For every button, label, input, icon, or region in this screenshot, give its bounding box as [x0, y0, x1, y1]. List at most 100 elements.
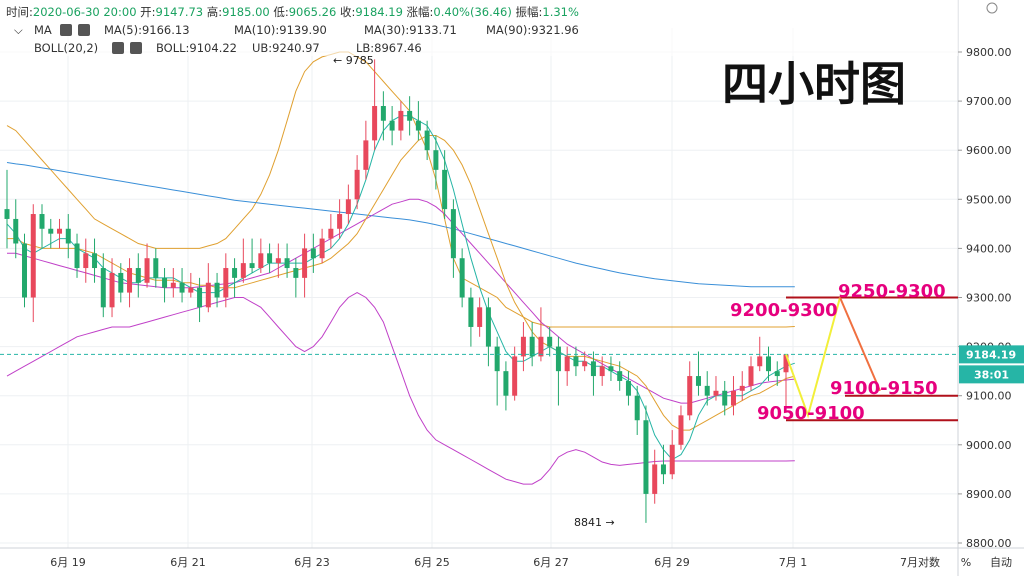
header-bg — [0, 0, 958, 56]
candle-body — [310, 248, 316, 259]
ma-close-icon[interactable] — [78, 24, 90, 36]
candle-body — [424, 130, 430, 151]
ub-line — [6, 51, 795, 328]
ma-indicator-label: MA — [34, 23, 52, 37]
candle-body — [687, 376, 693, 416]
candle-body — [783, 354, 789, 373]
candle-body — [494, 346, 500, 372]
y-tick-label: 9100.00 — [966, 390, 1012, 403]
forecast-path-up — [785, 297, 841, 419]
x-tick-label: 7月 1 — [779, 556, 808, 569]
candle-body — [345, 199, 351, 215]
x-tick-label: 6月 19 — [50, 556, 86, 569]
candle-body — [127, 268, 133, 293]
candle-body — [74, 243, 80, 269]
percent-toggle: % — [961, 556, 971, 569]
candle-body — [188, 287, 194, 293]
x-tick-label: 6月 29 — [654, 556, 690, 569]
boll-close-icon[interactable] — [130, 42, 142, 54]
candle-body — [407, 110, 413, 121]
zone-label-9100-9150: 9100-9150 — [830, 378, 938, 399]
candle-body — [713, 390, 719, 396]
candle-body — [547, 336, 553, 347]
candle-body — [652, 464, 658, 494]
ma-value: MA(5):9166.13 — [104, 23, 190, 37]
boll-settings-icon[interactable] — [112, 42, 124, 54]
candle-body — [363, 140, 369, 170]
candle-body — [669, 444, 675, 475]
x-tick-label: 6月 23 — [294, 556, 330, 569]
zone-label-9050-9100: 9050-9100 — [757, 403, 865, 424]
ma-settings-icon[interactable] — [60, 24, 72, 36]
candle-body — [48, 228, 54, 234]
candle-body — [625, 380, 631, 396]
candle-body — [477, 307, 483, 327]
candle-body — [293, 268, 299, 278]
candle-body — [65, 228, 71, 244]
candle-body — [459, 258, 465, 298]
y-tick-label: 9000.00 — [966, 439, 1012, 452]
price-axis[interactable]: 8800.008900.009000.009100.009200.009300.… — [958, 2, 1024, 550]
low-marker: 8841 → — [574, 516, 615, 529]
candle-body — [302, 248, 308, 278]
candle-body — [704, 385, 710, 396]
candle-body — [162, 277, 168, 288]
zone-label-9250-9300: 9250-9300 — [838, 281, 946, 302]
candle-body — [354, 169, 360, 200]
candle-body — [135, 268, 141, 283]
candle-body — [4, 209, 10, 219]
candle-body — [538, 336, 544, 357]
y-tick-label: 9800.00 — [966, 46, 1012, 59]
candle-body — [258, 253, 264, 269]
x-tick-label: 7月对数 — [900, 555, 940, 569]
candle-body — [774, 371, 780, 377]
candle-body — [617, 371, 623, 381]
boll-value: LB:8967.46 — [356, 41, 422, 55]
candle-body — [608, 366, 614, 372]
candle-body — [678, 415, 684, 445]
x-tick-label: 6月 21 — [170, 556, 206, 569]
candle-body — [415, 120, 421, 131]
candle-body — [39, 214, 45, 229]
settings-icon[interactable] — [986, 2, 998, 14]
candle-body — [564, 356, 570, 372]
candle-body — [118, 272, 124, 293]
candle-body — [170, 282, 176, 288]
candle-body — [284, 258, 290, 269]
candle-body — [503, 371, 509, 396]
candle-body — [643, 420, 649, 494]
candle-body — [582, 361, 588, 367]
candle-body — [179, 282, 185, 293]
x-tick-label: 6月 25 — [414, 556, 450, 569]
zone-label-9200-9300: 9200-9300 — [730, 300, 838, 321]
candle-body — [109, 272, 115, 308]
candle-body — [722, 390, 728, 406]
ohlc-readout: 时间:2020-06-30 20:00 开:9147.73 高:9185.00 … — [6, 5, 579, 19]
boll-indicator-label: BOLL(20,2) — [34, 41, 98, 55]
candle-body — [22, 243, 28, 298]
candle-body — [83, 253, 89, 269]
candle-body — [214, 282, 220, 298]
y-tick-label: 8900.00 — [966, 488, 1012, 501]
candle-body — [433, 150, 439, 170]
candle-body — [240, 263, 246, 278]
time-axis[interactable]: 6月 19 6月 21 6月 23 6月 25 6月 27 6月 29 7月 1 7月对数% 自… — [50, 555, 1012, 569]
ma5-line — [6, 115, 795, 461]
y-tick-label: 8800.00 — [966, 537, 1012, 550]
forecast-path-down — [839, 297, 881, 392]
candle-body — [328, 228, 334, 239]
high-marker: ← 9785 — [333, 54, 374, 67]
candle-body — [450, 209, 456, 259]
candle-body — [380, 106, 386, 121]
candle-body — [660, 464, 666, 475]
candle-body — [573, 356, 579, 367]
ma-value: MA(10):9139.90 — [234, 23, 327, 37]
x-tick-label: 6月 27 — [533, 556, 569, 569]
candle-body — [695, 376, 701, 386]
candle-body — [337, 214, 343, 229]
candle-body — [100, 268, 106, 308]
ma-value: MA(90):9321.96 — [486, 23, 579, 37]
collapse-icon: ⌵ — [14, 23, 23, 37]
candle-body — [223, 268, 229, 298]
